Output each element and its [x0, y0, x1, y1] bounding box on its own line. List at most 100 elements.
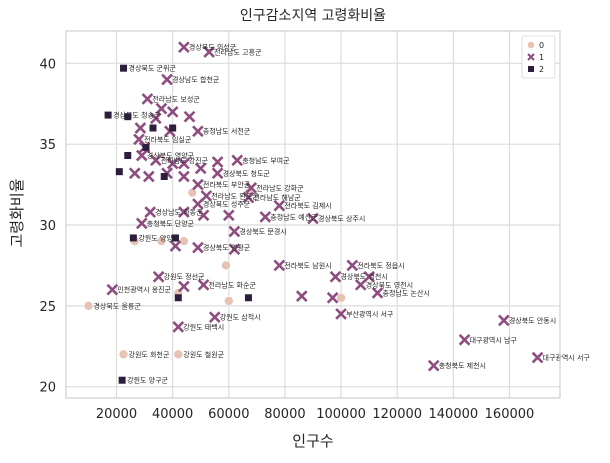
- data-point: [171, 234, 179, 242]
- data-point: [192, 125, 204, 138]
- x-tick-label: 100000: [316, 407, 366, 422]
- data-point: [211, 167, 224, 180]
- chart-title: 인구감소지역 고령화비율: [240, 8, 386, 24]
- data-point: [178, 280, 190, 293]
- data-point-stroke: [231, 154, 244, 167]
- data-point-stroke: [531, 351, 544, 364]
- data-point-stroke: [371, 287, 384, 299]
- plot-border: [65, 30, 561, 399]
- data-point-stroke: [307, 212, 319, 225]
- y-tick-label: 40: [39, 57, 56, 72]
- point-label: 대구광역시 서구: [543, 353, 591, 362]
- point-label: 대구광역시 남구: [470, 335, 518, 344]
- data-point-stroke: [203, 46, 215, 58]
- data-point-stroke: [178, 170, 190, 183]
- data-point-stroke: [295, 290, 308, 302]
- data-point: [335, 308, 347, 320]
- y-axis-title: 고령화비율: [8, 178, 26, 247]
- data-point-stroke: [192, 241, 204, 254]
- data-point-stroke: [135, 149, 148, 162]
- point-label: 강원도 태백시: [183, 322, 224, 331]
- data-point: [142, 170, 155, 183]
- point-label: 경상북도 성주군: [203, 199, 251, 208]
- data-point: [329, 270, 342, 283]
- data-point: [172, 321, 185, 333]
- data-point: [174, 294, 182, 302]
- data-point: [307, 212, 319, 225]
- series-2: [104, 64, 252, 384]
- point-label: 경상남도 하동군: [155, 208, 203, 217]
- data-point: [192, 178, 204, 191]
- data-point: [178, 206, 190, 218]
- data-point-stroke: [149, 112, 162, 125]
- point-label: 경상북도 청송군: [113, 111, 161, 120]
- data-point: [179, 236, 189, 246]
- data-point: [183, 110, 196, 123]
- point-label: 경상북도 영천시: [366, 280, 413, 289]
- data-point: [273, 199, 286, 212]
- point-label: 경상북도 울릉군: [93, 301, 141, 310]
- data-point: [427, 359, 440, 372]
- data-point: [187, 187, 198, 198]
- data-point-stroke: [166, 105, 179, 118]
- point-label: 전라남도 화순군: [209, 280, 257, 289]
- data-point: [326, 291, 339, 304]
- y-tick-label: 35: [39, 138, 56, 153]
- point-label: 전라북도 정읍시: [357, 261, 404, 270]
- data-point-stroke: [192, 178, 204, 191]
- data-point-stroke: [427, 359, 440, 372]
- point-label: 충청북도 제천시: [439, 361, 486, 370]
- data-point: [203, 46, 215, 58]
- data-point: [166, 157, 179, 170]
- data-point-stroke: [183, 110, 196, 123]
- data-point: [134, 122, 147, 134]
- point-label: 전라북도 남원시: [284, 261, 331, 270]
- data-point-stroke: [211, 156, 224, 168]
- point-label: 인천광역시 옹진군: [117, 285, 171, 294]
- data-point: [245, 181, 258, 194]
- data-point: [178, 157, 190, 170]
- data-point: [149, 112, 162, 125]
- x-tick-label: 80000: [264, 407, 305, 422]
- data-point: [221, 260, 231, 271]
- data-point: [133, 133, 145, 146]
- point-label: 전라남도 강진군: [161, 156, 209, 165]
- data-point: [152, 270, 165, 283]
- data-point-stroke: [192, 198, 204, 210]
- data-point: [141, 93, 154, 105]
- data-point: [166, 105, 179, 118]
- point-label: 경상북도 군위군: [129, 64, 177, 73]
- data-point: [223, 296, 234, 306]
- data-point: [106, 283, 119, 296]
- data-point-stroke: [152, 270, 165, 283]
- data-point-stroke: [169, 240, 182, 252]
- point-label: 강원도 양양군: [138, 233, 179, 242]
- data-point-stroke: [273, 259, 286, 272]
- point-label: 충청북도 단양군: [147, 219, 195, 228]
- point-label: 충청남도 서천군: [203, 127, 251, 136]
- x-tick-label: 140000: [429, 407, 479, 422]
- point-label: 충청남도 예산군: [270, 212, 318, 221]
- data-point-stroke: [346, 259, 359, 272]
- point-label: 경상북도 의성군: [189, 43, 237, 52]
- point-label: 강원도 양구군: [127, 376, 168, 385]
- y-tick-label: 25: [39, 300, 56, 315]
- data-point: [346, 259, 359, 272]
- data-point-stroke: [178, 206, 190, 218]
- legend: 0 1 2: [521, 35, 556, 79]
- data-point-stroke: [142, 170, 155, 183]
- data-point: [531, 351, 544, 364]
- x-tick-label: 60000: [208, 407, 249, 422]
- data-point-stroke: [166, 157, 179, 170]
- data-point-stroke: [458, 333, 471, 346]
- data-point-stroke: [192, 125, 204, 138]
- legend-marker: [527, 41, 535, 49]
- data-point-stroke: [228, 243, 241, 256]
- point-label: 전라남도 강화군: [256, 183, 304, 192]
- point-label: 강원도 삼척시: [220, 313, 261, 322]
- point-label: 부산광역시 서구: [346, 309, 394, 318]
- data-point-stroke: [222, 209, 235, 222]
- tick-labels: 20000 40000 60000 80000 100000 120000 140000 16…: [39, 57, 534, 422]
